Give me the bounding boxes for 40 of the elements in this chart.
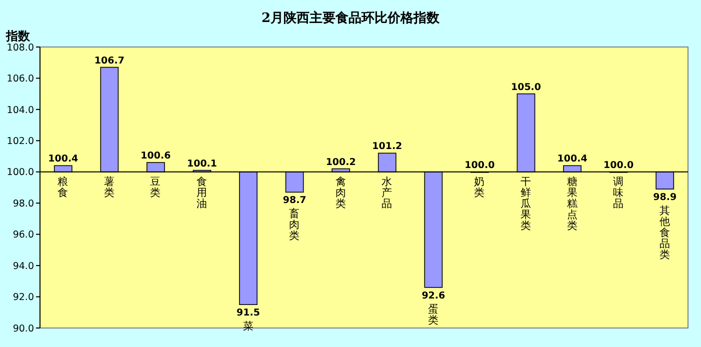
data-label: 105.0 [510,82,542,93]
data-label: 98.9 [653,192,677,204]
x-tick-label: 禽肉类 [335,176,346,210]
chart-title: 2月陕西主要食品环比价格指数 [261,10,441,26]
x-tick-label: 其他食品类 [659,204,670,262]
data-label: 100.6 [140,150,172,162]
data-label: 100.4 [557,154,588,165]
data-label: 106.7 [94,55,124,66]
y-tick-label: 102.0 [6,136,34,147]
data-label: 101.2 [372,141,402,152]
y-axis-title: 指数 [5,29,31,43]
x-tick-label: 蛋类 [428,303,439,326]
y-tick-label: 108.0 [6,42,34,54]
x-tick-label: 薯类 [104,174,115,199]
y-tick-label: 90.0 [12,323,34,334]
x-tick-label: 干鲜瓜果类 [520,176,532,232]
y-tick-label: 94.0 [12,260,34,272]
y-tick-label: 104.0 [6,104,34,116]
data-label: 98.7 [282,195,306,206]
x-tick-label: 食用油 [196,176,208,210]
y-tick-label: 106.0 [6,74,34,85]
y-tick-label: 100.0 [6,167,34,178]
data-label: 100.2 [326,156,356,168]
x-tick-label: 水产品 [382,174,393,210]
data-label: 100.4 [48,154,79,165]
x-tick-label: 菜 [242,320,254,333]
data-label: 91.5 [236,308,260,319]
x-tick-label: 畜肉类 [289,207,300,242]
x-tick-label: 糖果糕点类 [566,174,578,232]
data-label: 100.1 [186,158,218,170]
y-tick-label: 96.0 [12,230,34,241]
data-label: 100.0 [604,160,634,171]
y-tick-label: 98.0 [12,198,34,210]
x-tick-label: 奶类 [474,176,486,199]
y-tick-label: 92.0 [12,292,34,304]
data-label: 92.6 [422,290,446,302]
x-tick-label: 调味品 [613,176,624,210]
x-tick-label: 粮食 [58,174,69,199]
x-tick-label: 豆类 [150,176,162,199]
data-label: 100.0 [464,160,496,171]
